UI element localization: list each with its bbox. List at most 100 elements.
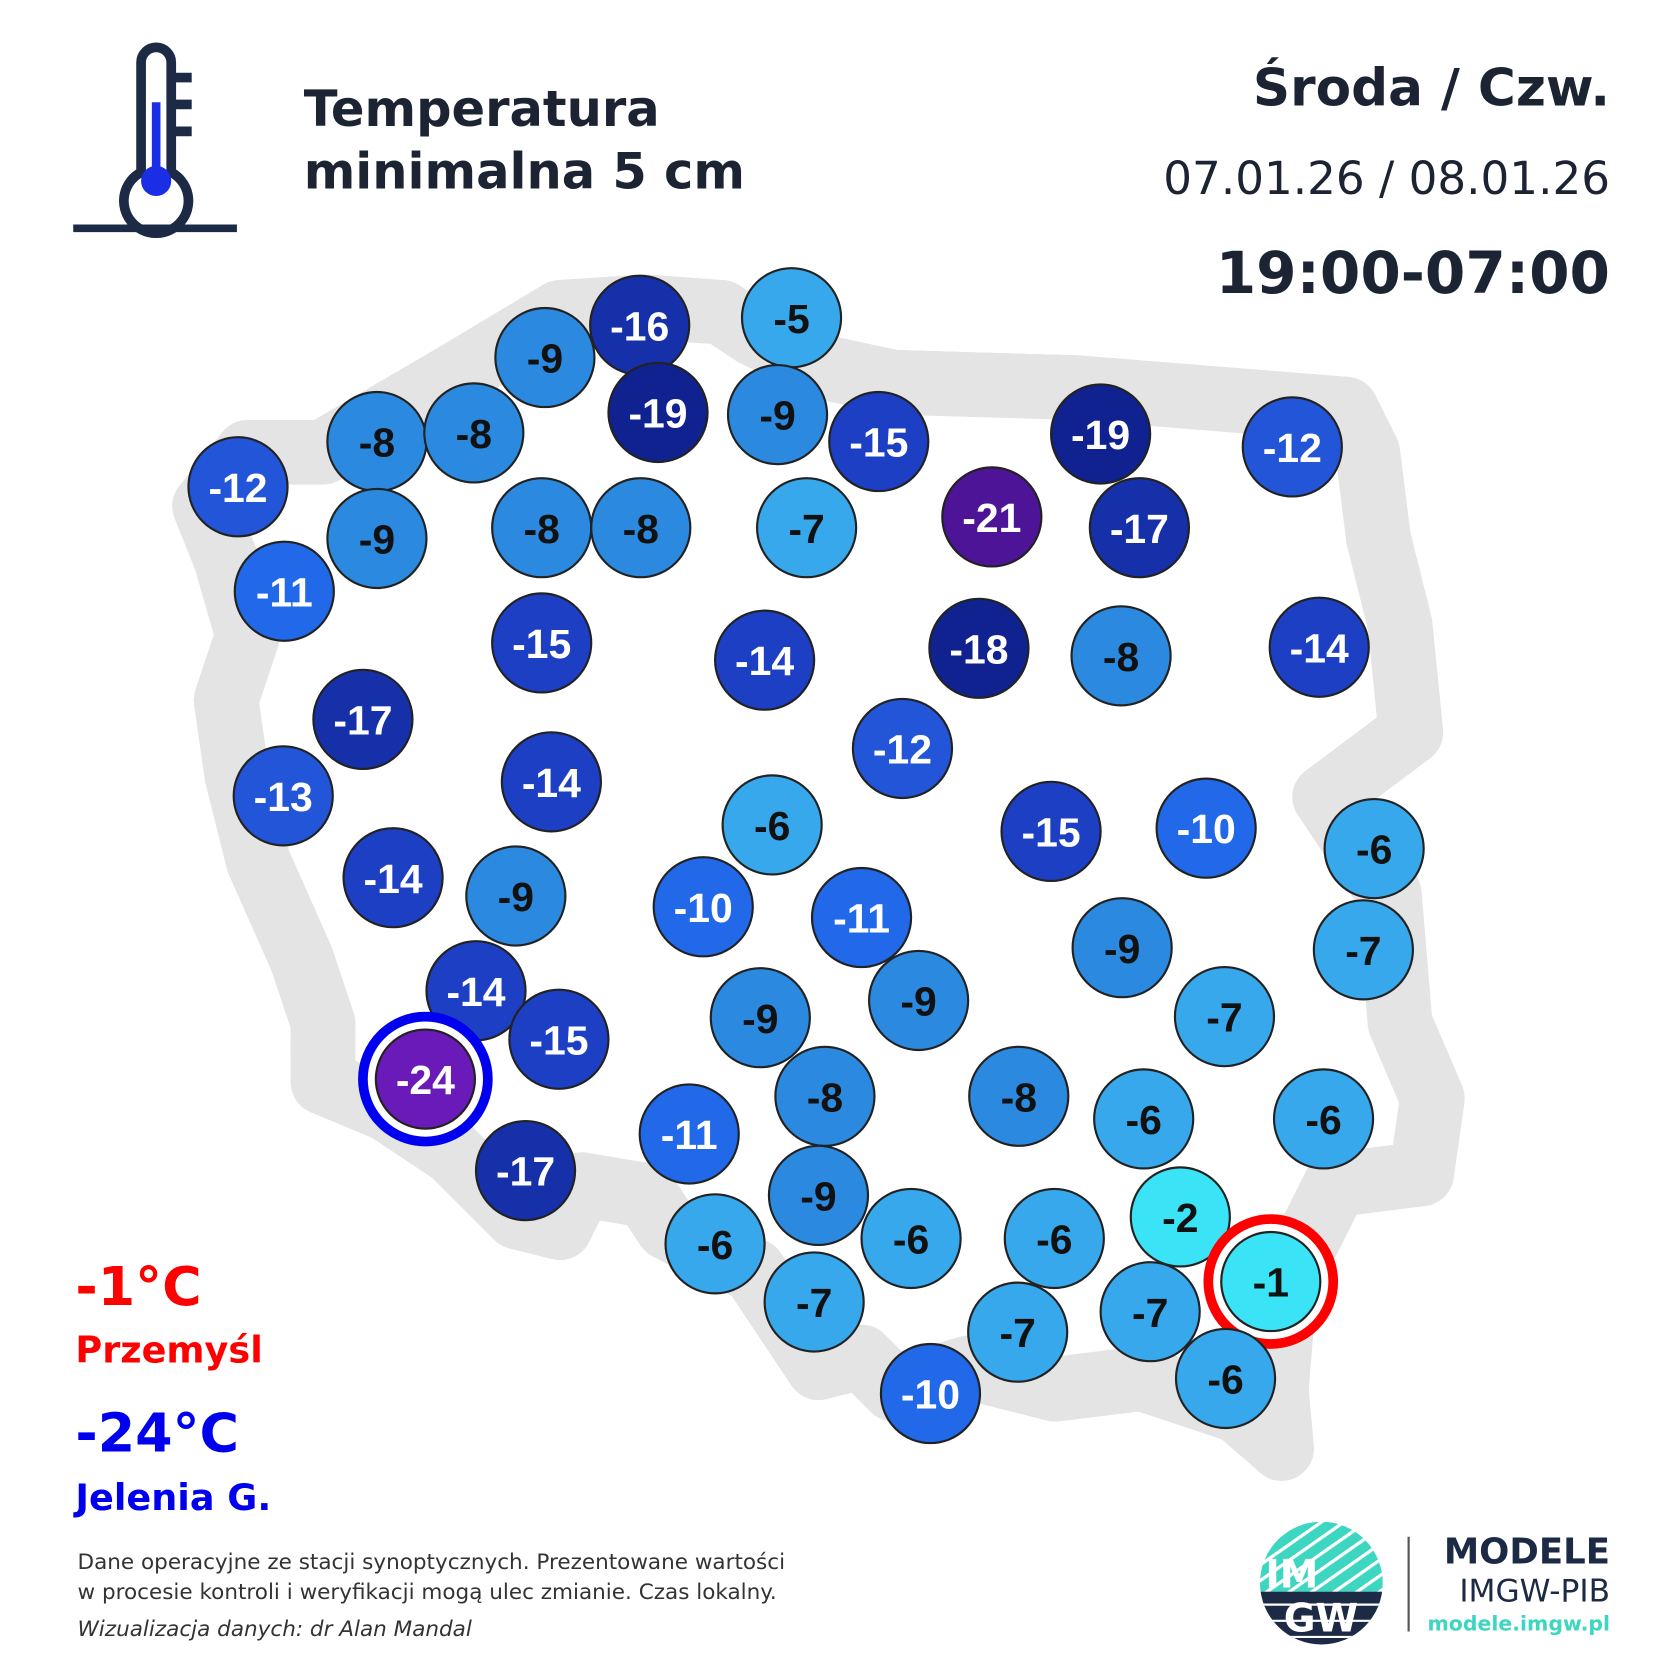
station-marker: -15 bbox=[828, 390, 930, 493]
station-circle bbox=[1220, 1230, 1322, 1333]
station-value: -16 bbox=[610, 303, 669, 349]
station-value: -7 bbox=[1206, 995, 1242, 1041]
station-circle bbox=[590, 477, 692, 579]
station-marker: -19 bbox=[1050, 383, 1152, 485]
station-circle bbox=[860, 1187, 962, 1290]
station-value: -6 bbox=[1305, 1097, 1341, 1143]
station-marker: -6 bbox=[721, 774, 823, 876]
station-circle bbox=[474, 1120, 577, 1222]
station-marker: -7 bbox=[763, 1251, 865, 1353]
station-marker: -10 bbox=[1155, 777, 1257, 879]
station-value: -6 bbox=[1036, 1217, 1072, 1263]
station-marker: -17 bbox=[474, 1120, 577, 1222]
station-value: -15 bbox=[512, 621, 571, 667]
station-value: -9 bbox=[742, 996, 778, 1042]
station-circle bbox=[1155, 777, 1257, 879]
station-circle bbox=[721, 774, 823, 876]
station-value: -17 bbox=[333, 697, 392, 743]
station-marker: -8 bbox=[968, 1045, 1070, 1147]
station-circle bbox=[1173, 965, 1276, 1068]
station-marker: -9 bbox=[494, 306, 596, 409]
station-circle bbox=[508, 988, 610, 1090]
station-circle bbox=[1071, 897, 1173, 999]
station-marker: -15 bbox=[491, 592, 593, 694]
station-value: -7 bbox=[788, 506, 824, 552]
station-value: -5 bbox=[773, 296, 809, 342]
station-circle bbox=[713, 609, 816, 711]
station-marker: -9 bbox=[767, 1144, 870, 1246]
station-value: -13 bbox=[254, 774, 313, 820]
station-marker: -9 bbox=[709, 967, 811, 1069]
station-marker: -8 bbox=[491, 477, 593, 579]
footer-note-line1: Dane operacyjne ze stacji synoptycznych.… bbox=[78, 1550, 786, 1575]
station-marker: -15 bbox=[508, 988, 610, 1090]
station-value: -8 bbox=[1103, 634, 1139, 680]
station-value: -8 bbox=[1001, 1074, 1037, 1120]
station-marker: -12 bbox=[187, 436, 289, 538]
station-marker: -7 bbox=[1099, 1261, 1201, 1363]
station-marker: -6 bbox=[1272, 1068, 1375, 1170]
station-value: -6 bbox=[893, 1217, 929, 1263]
station-circle bbox=[638, 1083, 740, 1185]
station-value: -10 bbox=[674, 885, 733, 931]
station-circle bbox=[187, 436, 289, 538]
station-circle bbox=[1070, 605, 1172, 707]
station-marker: -21 bbox=[941, 466, 1043, 568]
max-temp-value: -1°C bbox=[75, 1255, 201, 1318]
station-marker: -17 bbox=[312, 668, 414, 770]
station-circle bbox=[232, 745, 334, 847]
station-value: -7 bbox=[1000, 1310, 1036, 1356]
station-circle bbox=[326, 487, 428, 590]
station-value: -14 bbox=[522, 760, 581, 806]
station-marker: -9 bbox=[867, 949, 970, 1052]
station-value: -6 bbox=[1126, 1097, 1162, 1143]
imgw-logo[interactable]: IM GW MODELE IMGW-PIB modele.imgw.pl bbox=[1260, 1521, 1610, 1657]
station-circle bbox=[1129, 1166, 1231, 1268]
station-circle bbox=[1312, 899, 1414, 1001]
station-marker: -8 bbox=[423, 382, 525, 484]
logo-mark-bottom: GW bbox=[1284, 1597, 1359, 1642]
station-marker: -24 bbox=[358, 1011, 493, 1147]
station-value: -9 bbox=[359, 517, 395, 563]
title-line1: Temperatura bbox=[304, 80, 660, 138]
station-circle bbox=[491, 592, 593, 694]
station-circle bbox=[1241, 396, 1343, 498]
station-value: -2 bbox=[1162, 1195, 1198, 1241]
station-circle bbox=[1323, 797, 1425, 900]
station-value: -10 bbox=[901, 1372, 960, 1418]
station-marker: -9 bbox=[726, 364, 829, 466]
station-circle bbox=[1000, 780, 1102, 882]
station-circle bbox=[726, 364, 829, 466]
station-value: -9 bbox=[800, 1173, 836, 1219]
station-value: -14 bbox=[1290, 625, 1349, 671]
station-marker: -7 bbox=[1173, 965, 1276, 1068]
station-marker: -1 bbox=[1203, 1214, 1339, 1349]
station-marker: -2 bbox=[1129, 1166, 1231, 1268]
station-value: -14 bbox=[364, 856, 423, 902]
station-value: -24 bbox=[396, 1057, 455, 1103]
station-circle bbox=[607, 361, 709, 464]
station-circle bbox=[342, 827, 444, 929]
title-line2: minimalna 5 cm bbox=[304, 142, 745, 200]
station-value: -6 bbox=[697, 1222, 733, 1268]
station-circle bbox=[1268, 596, 1370, 698]
station-value: -21 bbox=[962, 495, 1021, 541]
station-value: -17 bbox=[1110, 506, 1169, 552]
station-value: -6 bbox=[1207, 1357, 1243, 1403]
station-value: -7 bbox=[1345, 928, 1381, 974]
station-circle bbox=[465, 845, 567, 947]
station-circle bbox=[500, 731, 602, 833]
station-value: -8 bbox=[359, 420, 395, 466]
station-value: -11 bbox=[256, 569, 313, 615]
station-circle bbox=[374, 1028, 476, 1130]
station-circle bbox=[967, 1281, 1069, 1383]
days-label: Środa / Czw. bbox=[1253, 57, 1610, 119]
station-marker: -6 bbox=[1093, 1068, 1195, 1170]
station-marker: -11 bbox=[233, 540, 335, 642]
station-circle bbox=[763, 1251, 865, 1353]
dates-label: 07.01.26 / 08.01.26 bbox=[1163, 152, 1610, 205]
min-temp-station: Jelenia G. bbox=[72, 1476, 271, 1519]
station-circle bbox=[1093, 1068, 1195, 1170]
station-marker: -6 bbox=[664, 1193, 766, 1295]
